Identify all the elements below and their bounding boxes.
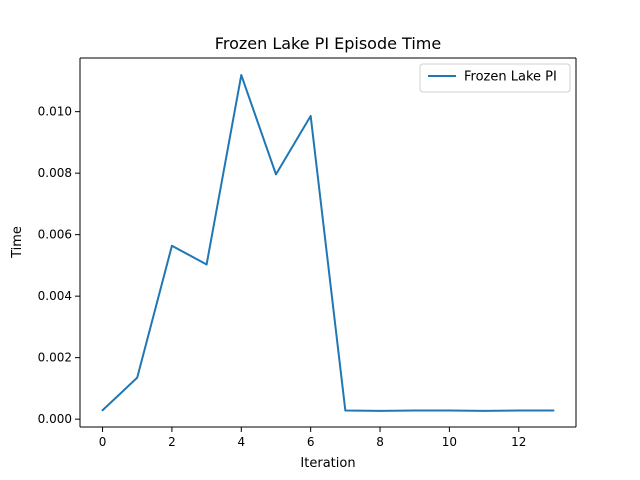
legend-box — [419, 63, 571, 93]
data-point — [483, 410, 485, 412]
legend: Frozen Lake PI — [419, 63, 571, 93]
data-point — [448, 409, 451, 412]
series-layer — [101, 74, 555, 412]
y-tick-label: 0.008 — [38, 166, 72, 180]
y-tick-label: 0.010 — [38, 105, 72, 119]
plot-background — [80, 58, 576, 427]
y-tick-label: 0.004 — [38, 289, 72, 303]
y-tick-label: 0.002 — [38, 351, 72, 365]
data-point — [379, 410, 381, 412]
chart-title: Frozen Lake PI Episode Time — [215, 34, 441, 53]
data-point — [517, 409, 520, 412]
x-tick-label: 4 — [237, 435, 245, 449]
x-tick-label: 8 — [376, 435, 384, 449]
data-point — [275, 173, 277, 176]
legend-series-label: Frozen Lake PI — [464, 70, 557, 85]
x-tick-label: 2 — [168, 435, 176, 449]
x-tick-label: 0 — [99, 435, 107, 449]
ticks: 0 2 4 6 8 10 12 0.000 0.002 0.004 0.006 0.008 0.010 — [38, 105, 527, 449]
y-tick-label: 0.006 — [38, 228, 72, 242]
axes — [79, 57, 577, 428]
data-point — [344, 409, 347, 412]
x-tick-label: 12 — [511, 435, 526, 449]
data-point — [552, 409, 555, 412]
data-point — [413, 409, 416, 412]
x-axis-label: Iteration — [300, 456, 355, 471]
data-point — [240, 74, 243, 76]
x-tick-label: 10 — [442, 435, 457, 449]
series-line — [101, 74, 555, 412]
data-point — [205, 263, 208, 266]
data-point — [101, 409, 104, 412]
plot-area — [80, 58, 576, 427]
x-tick-label: 6 — [307, 435, 315, 449]
y-tick-label: 0.000 — [38, 412, 72, 426]
y-axis-label: Time — [10, 226, 25, 259]
data-point — [136, 376, 139, 379]
data-point — [171, 244, 173, 247]
data-point — [309, 115, 312, 117]
